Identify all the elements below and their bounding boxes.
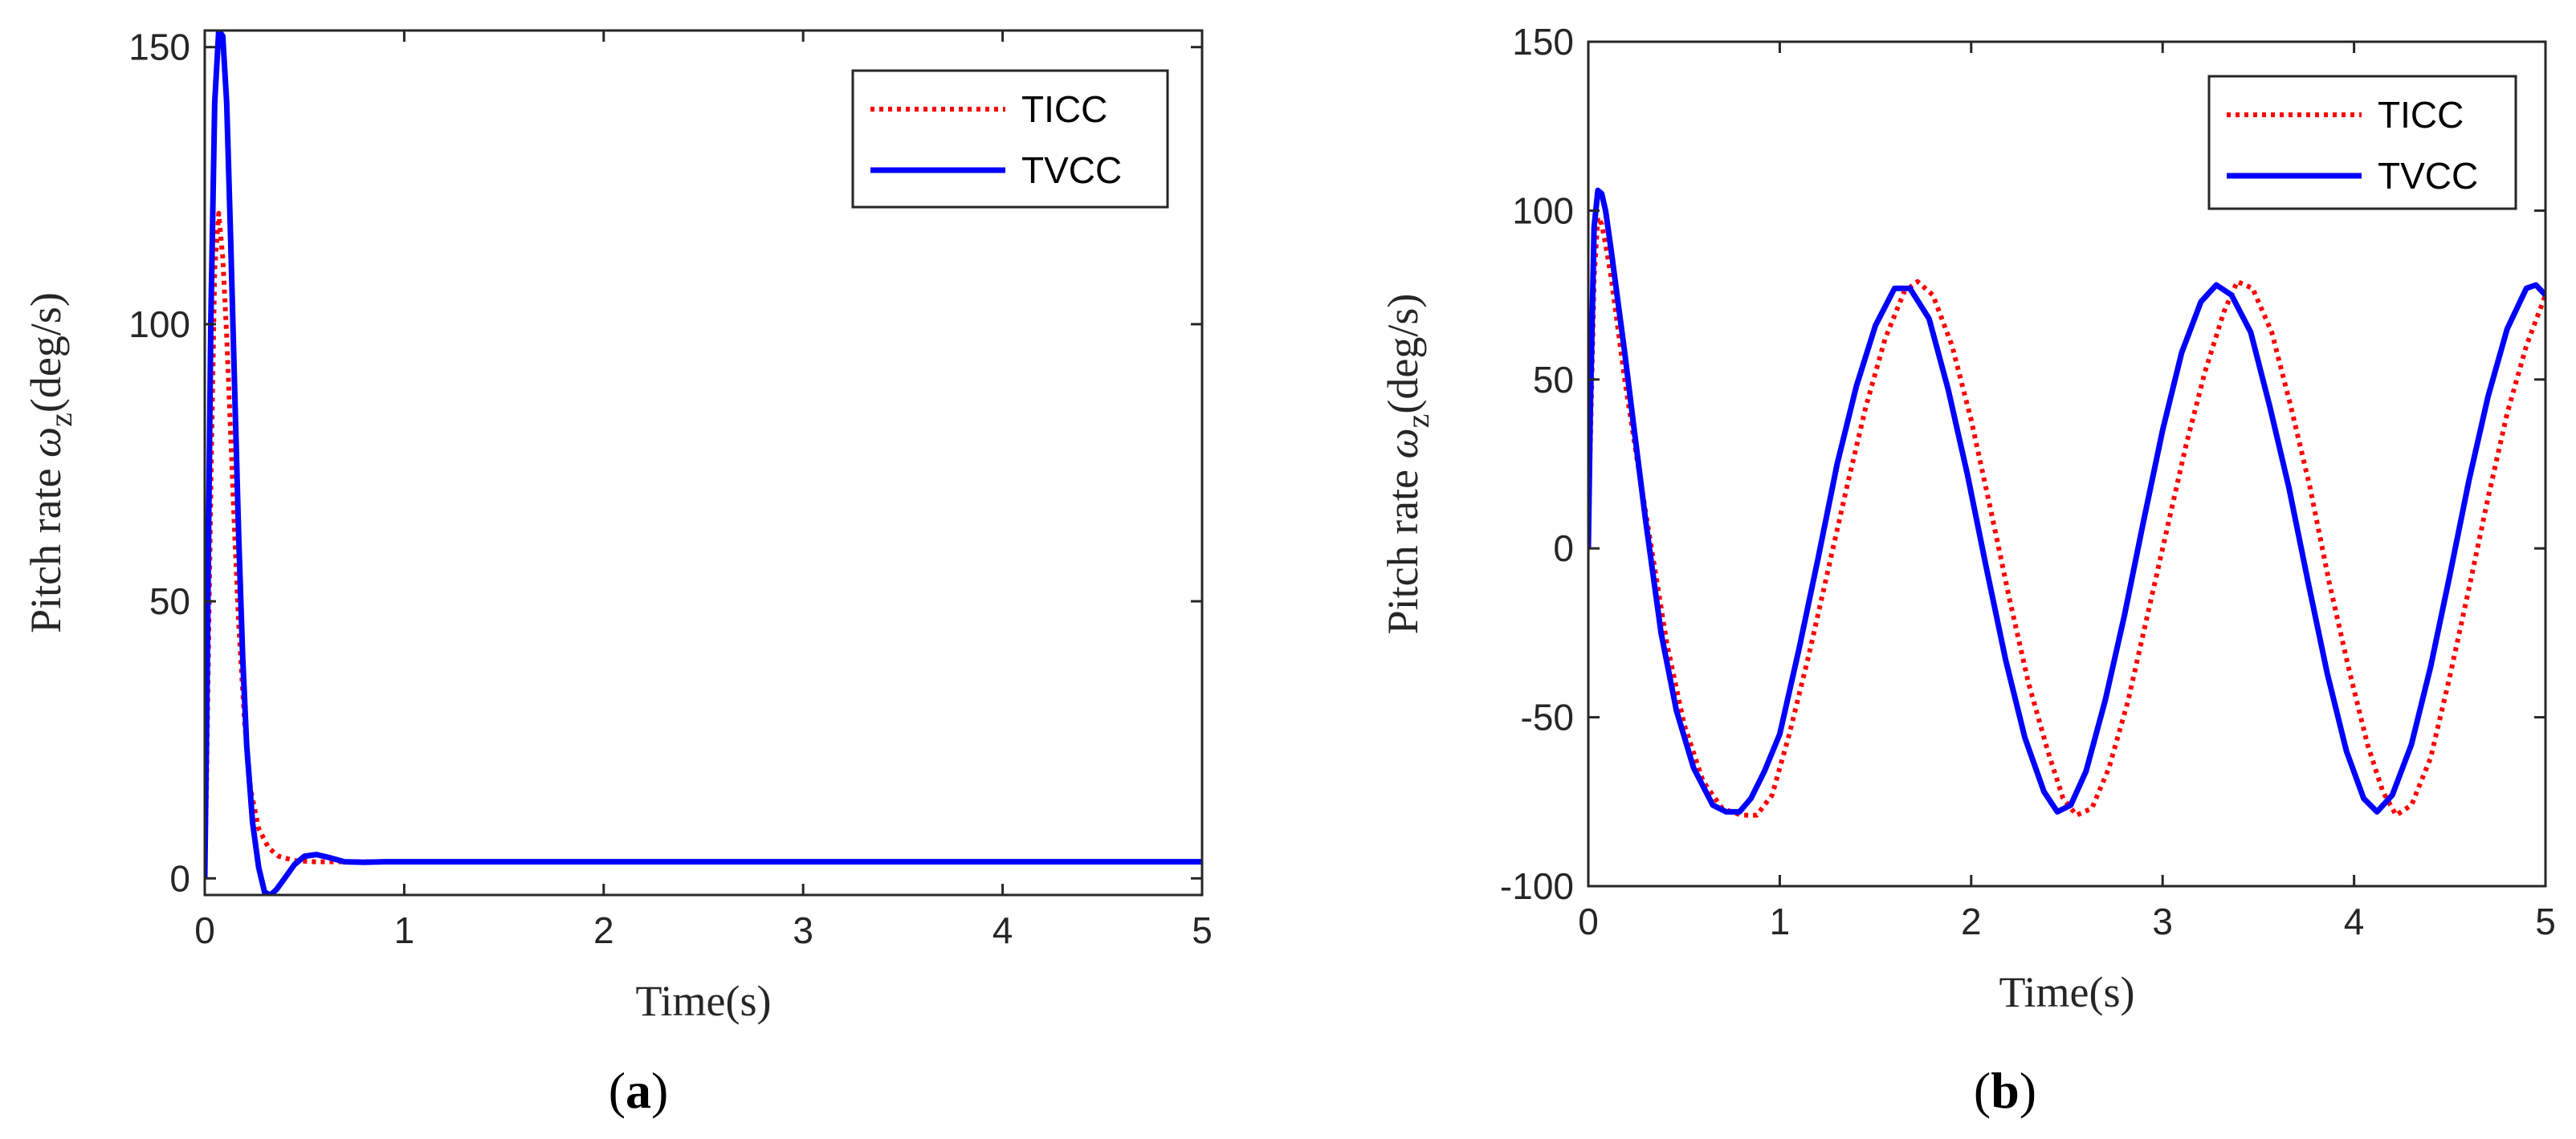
- legend: TICC TVCC: [2207, 75, 2517, 210]
- caption-open: (: [1974, 1062, 1991, 1119]
- legend-box: [851, 69, 1169, 209]
- x-tick-label: 4: [2344, 901, 2365, 942]
- y-axis-label-unit: (deg/s): [1379, 294, 1427, 414]
- caption-letter: a: [626, 1062, 651, 1119]
- y-tick-label: 50: [149, 580, 190, 622]
- y-axis-label: Pitch rate ωz(deg/s): [1379, 294, 1436, 635]
- x-tick-label: 0: [194, 909, 215, 951]
- y-tick-label: 0: [169, 857, 190, 899]
- y-axis-label-prefix: Pitch rate: [22, 458, 70, 633]
- x-tick-label: 3: [793, 909, 813, 951]
- caption-letter: b: [1991, 1062, 2020, 1119]
- x-axis-label: Time(s): [1999, 968, 2134, 1016]
- series-line-tvcc: [205, 31, 1202, 895]
- y-axis-label-symbol: ω: [1379, 428, 1427, 458]
- legend-label-ticc: TICC: [1021, 88, 1107, 130]
- legend-label-tvcc: TVCC: [2378, 155, 2478, 197]
- y-tick-label: 100: [1512, 189, 1574, 231]
- axes-box: [1587, 40, 2547, 888]
- caption-open: (: [609, 1062, 626, 1119]
- series-line-ticc: [205, 210, 1202, 879]
- axes-box: [203, 29, 1204, 897]
- y-axis-label-prefix: Pitch rate: [1379, 458, 1427, 634]
- series-line-ticc: [1588, 214, 2545, 818]
- legend-label-tvcc: TVCC: [1021, 149, 1122, 191]
- y-tick-label: 100: [128, 303, 190, 345]
- y-tick-label: 150: [1512, 21, 1574, 63]
- x-tick-label: 2: [593, 909, 614, 951]
- legend-box: [2207, 75, 2517, 210]
- caption-close: ): [2020, 1062, 2036, 1119]
- x-tick-label: 5: [2535, 901, 2556, 942]
- y-tick-label: 0: [1553, 527, 1574, 569]
- panel-caption: (a): [609, 1062, 669, 1119]
- x-tick-label: 1: [394, 909, 415, 951]
- y-axis-label-subscript: z: [43, 413, 79, 427]
- x-tick-label: 2: [1961, 901, 1982, 942]
- legend-label-ticc: TICC: [2378, 94, 2464, 136]
- y-axis-label-unit: (deg/s): [22, 292, 70, 413]
- y-tick-label: 150: [128, 26, 190, 68]
- legend: TICC TVCC: [851, 69, 1169, 209]
- chart-panel-b: 0 1 2 3 4 5 -100 -50 0 50 100 150 Time(s) Pitch rate …: [1379, 21, 2556, 1119]
- series-line-tvcc: [1588, 187, 2545, 815]
- caption-close: ): [651, 1062, 668, 1119]
- x-tick-label: 3: [2152, 901, 2173, 942]
- y-tick-label: -100: [1500, 865, 1574, 907]
- x-axis-label: Time(s): [635, 977, 771, 1025]
- x-tick-label: 1: [1770, 901, 1791, 942]
- y-axis-label-subscript: z: [1400, 414, 1436, 429]
- y-axis-label-symbol: ω: [22, 427, 70, 458]
- panel-caption: (b): [1974, 1062, 2036, 1119]
- x-tick-label: 0: [1578, 901, 1599, 942]
- y-tick-label: 50: [1533, 359, 1574, 401]
- x-tick-label: 5: [1192, 909, 1213, 951]
- y-axis-label: Pitch rate ωz(deg/s): [22, 292, 79, 633]
- y-tick-label: -50: [1521, 697, 1574, 738]
- x-tick-label: 4: [992, 909, 1013, 951]
